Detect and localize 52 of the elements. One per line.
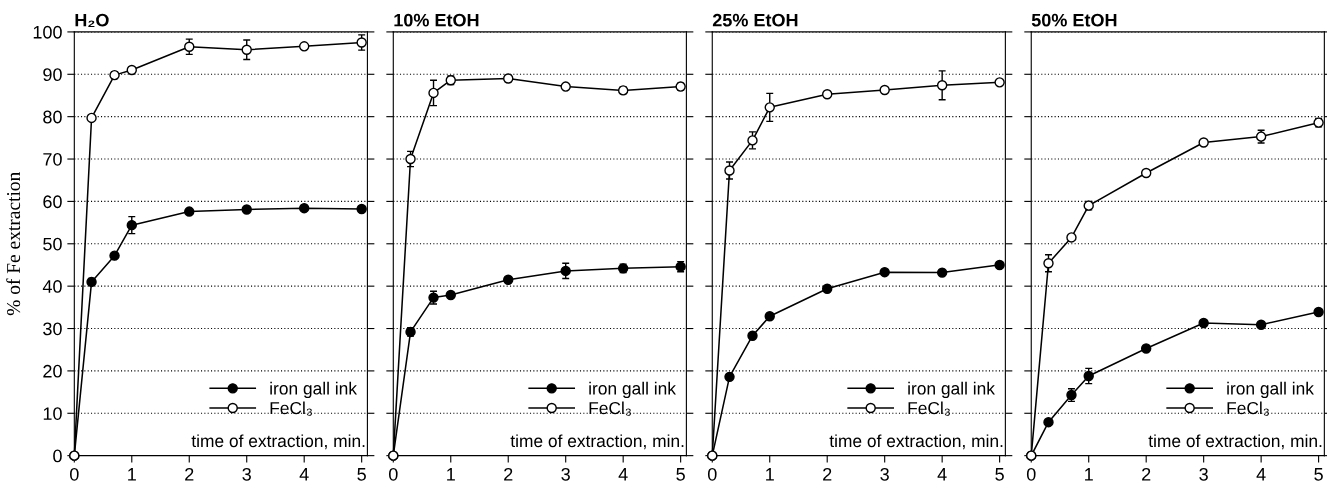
y-tick-label: 30 [43,322,62,336]
x-tick-label: 1 [766,468,774,481]
y-tick-label: 10 [43,407,62,420]
y-tick-label: 40 [42,280,62,293]
x-tick-label: 2 [823,467,832,481]
x-tick-label: 3 [242,467,251,481]
x-tick-label: 3 [561,467,570,481]
legend-label: iron gall ink [589,381,676,399]
y-axis-title: % of Fe extraction [6,172,21,316]
legend-label: iron gall ink [270,381,358,399]
x-tick-label: 0 [1026,467,1036,481]
x-axis-title: time of extraction, min. [1148,434,1322,450]
y-tick-label: 60 [43,195,62,209]
x-axis-title: time of extraction, min. [191,434,365,450]
chart-title: 10% EtOH [394,13,479,27]
x-tick-label: 1 [447,468,455,481]
x-tick-label: 1 [1085,468,1093,481]
x-tick-label: 5 [357,468,366,481]
x-tick-label: 4 [1256,468,1266,481]
x-tick-label: 2 [504,467,513,481]
legend-label: FeCl₃ [270,401,312,416]
x-axis-title: time of extraction, min. [510,434,684,450]
x-tick-label: 0 [707,467,717,481]
x-tick-label: 0 [70,467,79,481]
legend-label: iron gall ink [1227,381,1314,399]
y-tick-label: 100 [33,25,62,39]
x-tick-label: 4 [937,468,947,481]
x-axis-title: time of extraction, min. [829,434,1003,450]
x-tick-label: 4 [299,468,309,481]
legend-label: FeCl₃ [1227,401,1269,416]
x-tick-label: 3 [880,467,889,481]
chart-title: 50% EtOH [1031,13,1117,27]
y-tick-label: 80 [43,110,62,124]
y-tick-label: 0 [53,449,62,463]
legend-label: iron gall ink [908,381,995,399]
y-tick-label: 50 [43,237,62,251]
x-tick-label: 5 [676,468,685,481]
x-tick-label: 5 [1314,468,1323,481]
x-tick-label: 4 [618,468,628,481]
y-tick-label: 70 [43,152,62,166]
x-tick-label: 3 [1199,467,1208,481]
x-tick-label: 2 [185,467,194,481]
x-tick-label: 0 [388,467,398,481]
x-tick-label: 2 [1142,467,1151,481]
y-tick-label: 90 [43,68,62,82]
legend-label: FeCl₃ [908,401,950,416]
legend-label: FeCl₃ [589,401,631,416]
x-tick-label: 5 [995,468,1004,481]
y-tick-label: 20 [43,364,62,378]
chart-title: H₂O [75,13,109,27]
chart-title: 25% EtOH [712,13,798,27]
x-tick-label: 1 [128,468,136,481]
